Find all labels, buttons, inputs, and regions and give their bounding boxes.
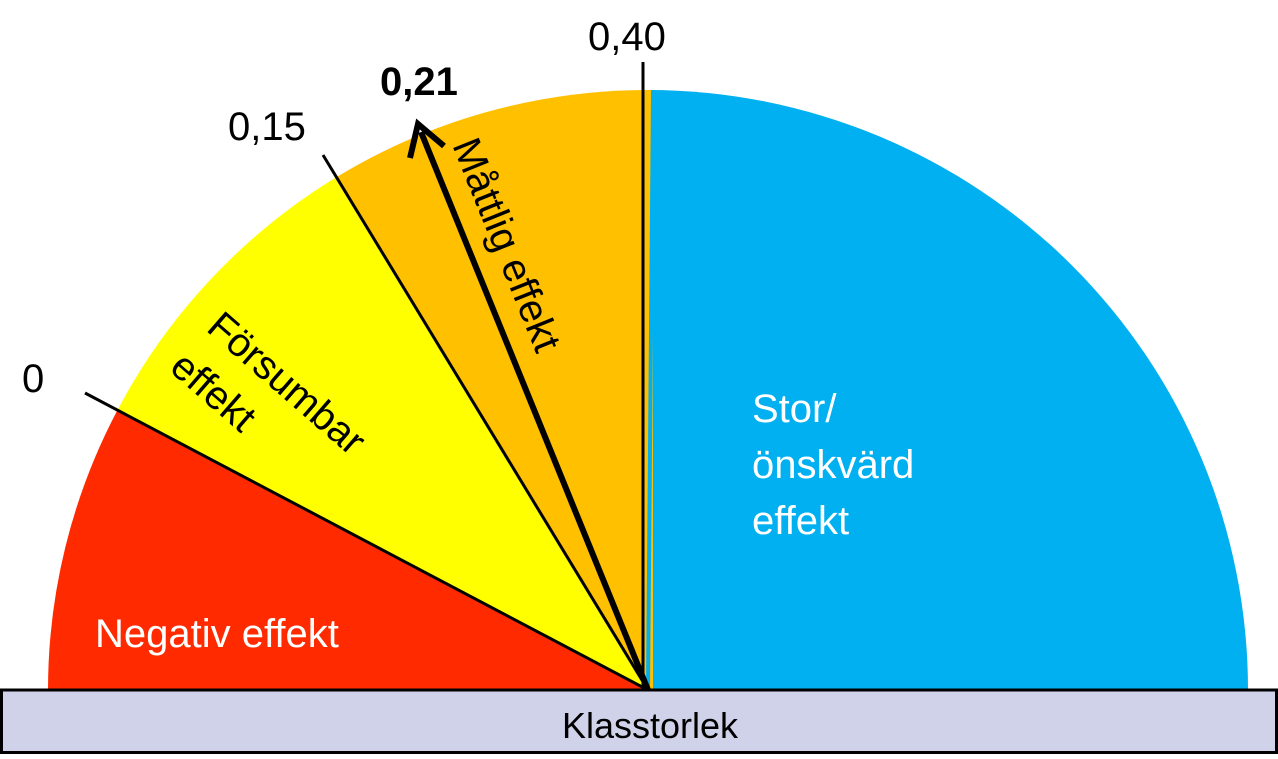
marker-label: 0,21	[380, 60, 458, 104]
negative-sector	[48, 411, 648, 690]
zone-label: Stor/	[752, 387, 837, 431]
boundary-line	[84, 391, 649, 692]
tick-label: 0,40	[588, 15, 666, 59]
base-bar	[0, 688, 1278, 754]
negligible-sector	[117, 178, 648, 690]
base-label: Klasstorlek	[562, 705, 739, 746]
moderate-sector	[335, 89, 648, 690]
zone-label: Negativ effekt	[95, 612, 339, 656]
orange-sliver	[643, 90, 653, 690]
tick-label: 0,15	[228, 105, 306, 149]
zone-label: önskvärd	[752, 443, 914, 487]
boundary-line	[321, 154, 650, 691]
arrow-head	[407, 118, 446, 159]
zone-label: effekt	[752, 499, 849, 543]
marker-arrow	[418, 130, 651, 692]
tick-label: 0	[22, 357, 44, 401]
large-sector	[648, 90, 1248, 690]
sliver-edge	[646, 89, 655, 691]
